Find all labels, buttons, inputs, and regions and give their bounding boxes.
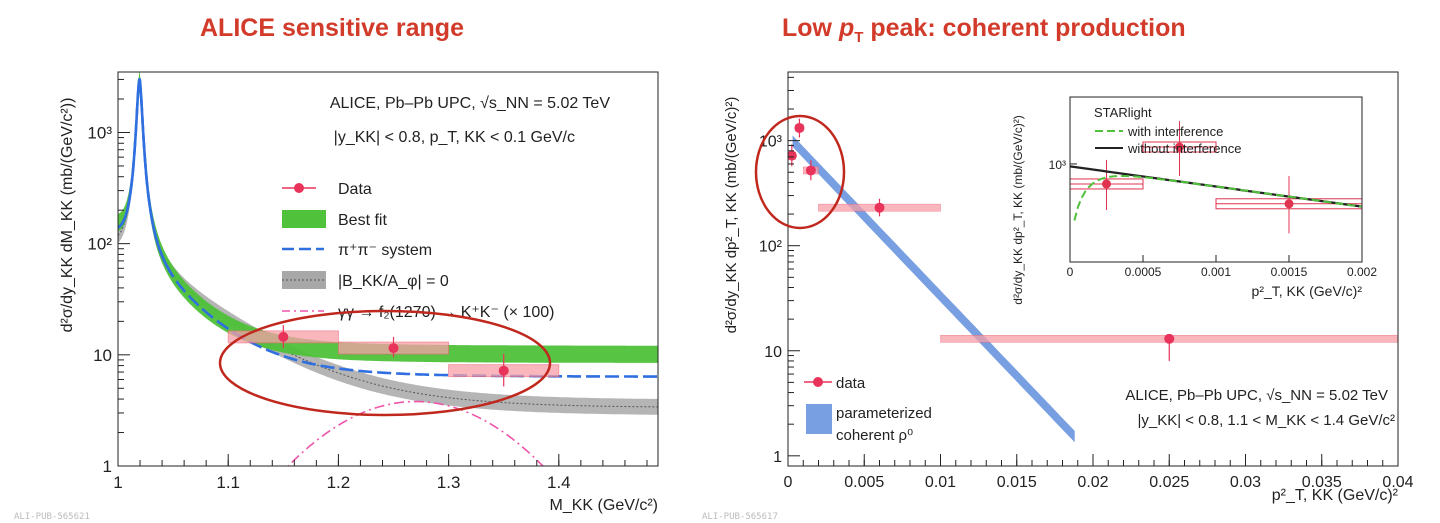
inset-legend-with-label: with interference [1127, 124, 1223, 139]
left-x-axis-label: M_KK (GeV/c²) [550, 497, 658, 514]
right-title-pre: Low [782, 14, 839, 42]
left-highlight-ellipse [218, 309, 552, 417]
data-point [805, 165, 816, 176]
data-point [874, 202, 885, 213]
inset-data-point [1284, 199, 1294, 209]
legend-best-fit-swatch [282, 210, 326, 228]
left-y-tick-label: 10³ [87, 123, 112, 142]
inset-data-point [1175, 142, 1184, 152]
right-figure-reference: ALI-PUB-565617 [702, 512, 778, 522]
left-x-tick-label: 1.3 [437, 473, 461, 492]
pipi-system-line [118, 78, 658, 378]
right-y-tick-label: 10² [759, 239, 783, 256]
coherent-rho-band [792, 135, 1075, 443]
right-slide-title: Low pT peak: coherent production [782, 14, 1186, 46]
data-point [388, 343, 399, 354]
right-title-var: p [838, 14, 855, 42]
inset-x-tick-label: 0 [1067, 265, 1074, 279]
right-legend-data-label: data [836, 375, 866, 392]
right-x-tick-label: 0.035 [1302, 474, 1342, 491]
left-y-tick-label: 10 [93, 346, 112, 365]
left-y-tick-label: 10² [87, 235, 112, 254]
right-x-tick-label: 0.01 [925, 474, 956, 491]
inset-x-tick-label: 0.002 [1347, 265, 1377, 279]
left-legend-label: Best fit [338, 212, 387, 229]
right-x-axis-label: p²_T, KK (GeV/c)² [1272, 487, 1399, 504]
data-point [794, 122, 805, 133]
left-slide-title: ALICE sensitive range [200, 14, 464, 42]
left-legend-label: π⁺π⁻ system [338, 242, 432, 259]
right-y-tick-label: 10 [764, 344, 782, 361]
inset-x-tick-label: 0.0015 [1271, 265, 1308, 279]
inset-y-axis-label: d²σ/dy_KK dp²_T, KK (mb/(GeV/c)²) [1011, 115, 1025, 304]
right-highlight-ellipse [754, 114, 846, 230]
right-x-tick-label: 0.025 [1149, 474, 1189, 491]
left-x-tick-label: 1.2 [327, 473, 351, 492]
right-y-tick-label: 1 [773, 449, 782, 466]
inset-background [988, 89, 1380, 334]
right-y-axis-label: d²σ/dy_KK dp²_T, KK (mb/(GeV/c)²) [723, 97, 740, 334]
right-x-tick-label: 0.03 [1230, 474, 1261, 491]
left-x-tick-label: 1.4 [547, 473, 571, 492]
inset-title: STARlight [1094, 105, 1152, 120]
left-annotation-experiment: ALICE, Pb–Pb UPC, √s_NN = 5.02 TeV [330, 95, 611, 112]
data-point [1164, 333, 1175, 344]
right-x-tick-label: 0.04 [1382, 474, 1413, 491]
phi-peak-line [118, 78, 175, 278]
right-annotation-experiment: ALICE, Pb–Pb UPC, √s_NN = 5.02 TeV [1125, 387, 1388, 404]
inset-x-axis-label: p²_T, KK (GeV/c)² [1252, 283, 1363, 299]
left-legend-label: Data [338, 181, 372, 198]
right-legend-coherent-label-2: coherent ρ⁰ [836, 427, 913, 444]
inset-y-tick-label: 10³ [1049, 158, 1066, 172]
left-y-tick-label: 1 [103, 457, 112, 476]
left-annotation-cuts: |y_KK| < 0.8, p_T, KK < 0.1 GeV/c [334, 129, 575, 146]
left-plot-area [118, 72, 658, 466]
data-point [788, 150, 797, 161]
right-legend-coherent-label: parameterized [836, 405, 932, 422]
legend-data-marker [294, 183, 304, 193]
left-axes-frame [117, 71, 659, 467]
f2-contribution-line [287, 400, 545, 466]
left-legend-label: γγ → f₂(1270) → K⁺K⁻ (× 100) [338, 304, 555, 321]
right-title-sub: T [854, 29, 864, 46]
inset-x-tick-label: 0.001 [1201, 265, 1231, 279]
right-x-tick-label: 0.015 [997, 474, 1037, 491]
data-point [278, 331, 289, 342]
left-legend-label: |B_KK/A_φ| = 0 [338, 273, 449, 290]
right-plot-area [788, 118, 1398, 443]
left-y-axis-label: d²σ/dy_KK dM_KK (mb/(GeV/c²)) [59, 98, 76, 333]
legend-coherent-swatch [806, 404, 832, 434]
left-figure-reference: ALI-PUB-565621 [14, 512, 90, 522]
right-x-tick-label: 0 [784, 474, 793, 491]
inset-legend-without-label: without interference [1127, 141, 1241, 156]
left-x-tick-label: 1.1 [216, 473, 240, 492]
right-annotation-cuts: |y_KK| < 0.8, 1.1 < M_KK < 1.4 GeV/c² [1137, 412, 1395, 429]
legend-data-marker [813, 377, 823, 387]
inset-x-tick-label: 0.0005 [1125, 265, 1162, 279]
right-title-post: peak: coherent production [863, 14, 1186, 42]
right-x-tick-label: 0.02 [1077, 474, 1108, 491]
left-x-tick-label: 1 [113, 473, 122, 492]
inset-with-interference-line [1073, 175, 1363, 221]
inset-data-point [1102, 179, 1111, 189]
data-point [498, 365, 509, 376]
right-x-tick-label: 0.005 [844, 474, 884, 491]
